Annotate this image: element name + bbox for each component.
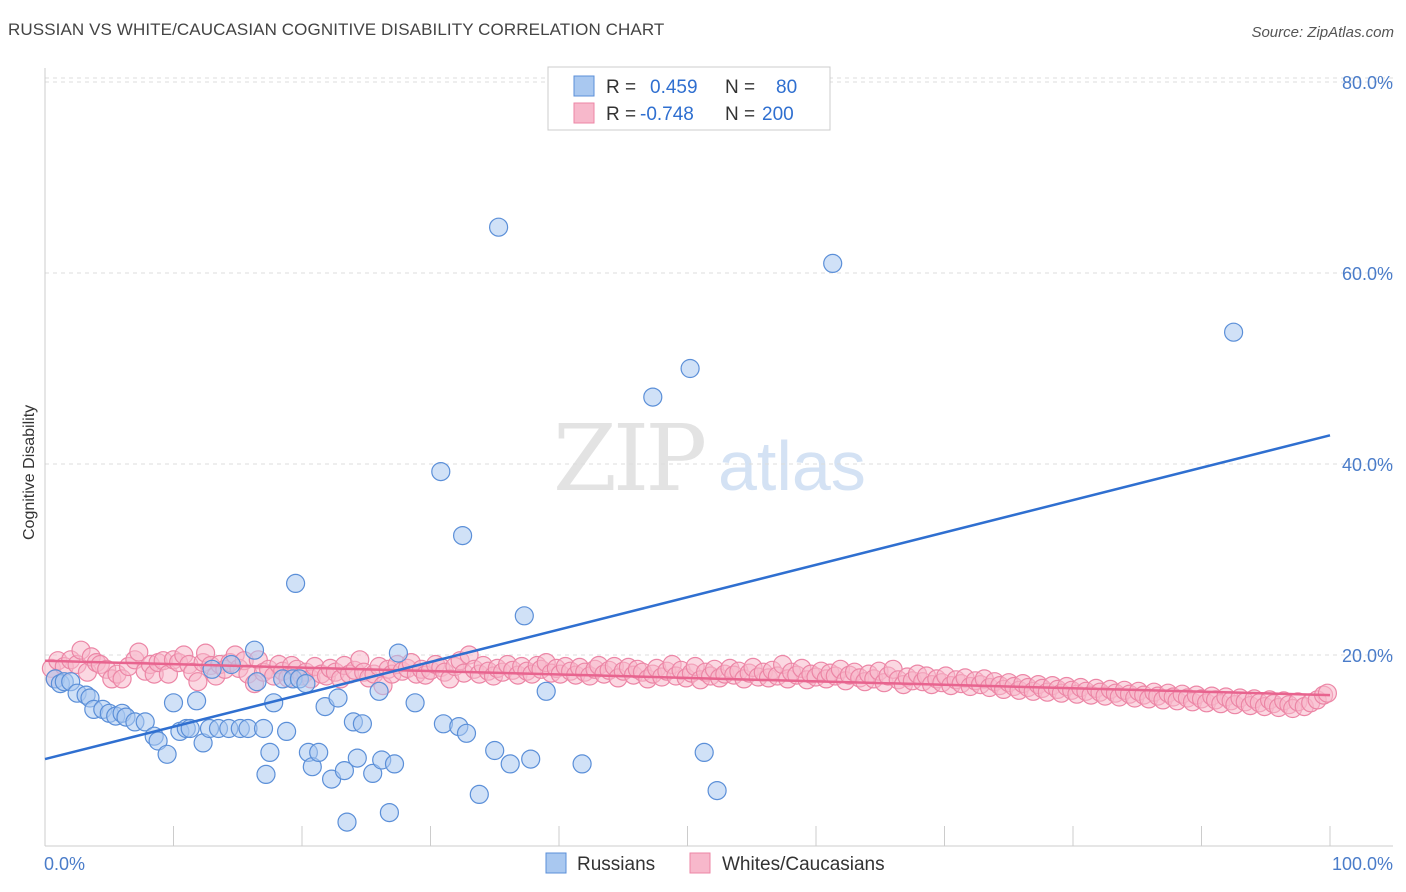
russians-point-61 — [431, 462, 451, 482]
russians-point-49 — [334, 760, 354, 781]
whites-point-17 — [129, 642, 149, 662]
y-tick-label-2: 60.0% — [1342, 264, 1393, 284]
bottom-legend-label-russians: Russians — [577, 854, 655, 875]
russians-point-68 — [489, 217, 509, 237]
russians-point-75 — [680, 358, 700, 379]
russians-point-54 — [363, 763, 383, 784]
russians-point-70 — [514, 606, 534, 626]
russians-point-50 — [337, 812, 357, 832]
russians-point-17 — [157, 744, 177, 764]
russians-point-78 — [823, 253, 843, 273]
legend-n-value-1: 200 — [762, 104, 794, 125]
russians-point-48 — [328, 688, 348, 708]
legend-r-value-0: 0.459 — [650, 77, 698, 98]
russians-points — [45, 217, 1244, 832]
russians-point-16 — [148, 731, 168, 751]
russians-point-45 — [309, 742, 329, 763]
legend-r-label-1: R = — [606, 104, 636, 125]
russians-point-64 — [453, 525, 473, 546]
russians-point-25 — [202, 659, 222, 679]
russians-point-72 — [536, 681, 556, 701]
russians-point-59 — [388, 643, 408, 663]
russians-point-33 — [253, 718, 274, 739]
y-tick-label-3: 80.0% — [1342, 73, 1393, 93]
legend-bottom: Russians Whites/Caucasians — [545, 852, 885, 875]
whites-point-29 — [188, 672, 208, 692]
russians-point-71 — [521, 749, 541, 769]
russians-point-79 — [1223, 322, 1244, 342]
legend-r-value-1: -0.748 — [640, 104, 694, 125]
gridlines — [45, 77, 1393, 656]
russians-point-42 — [296, 673, 316, 694]
watermark: ZIP atlas — [553, 405, 866, 512]
russians-point-73 — [572, 754, 592, 774]
russians-point-66 — [469, 784, 489, 805]
trend-lines — [44, 434, 1331, 761]
russians-point-53 — [352, 714, 372, 734]
bottom-legend-label-whites: Whites/Caucasians — [722, 854, 885, 875]
russians-point-74 — [643, 387, 663, 407]
chart-title: RUSSIAN VS WHITE/CAUCASIAN COGNITIVE DIS… — [8, 20, 665, 39]
russians-point-35 — [260, 742, 280, 763]
russians-point-18 — [163, 693, 184, 713]
russians-point-22 — [187, 691, 207, 711]
russians-point-65 — [456, 723, 477, 743]
legend-n-label-1: N = — [725, 104, 755, 125]
russians-trend-line — [44, 434, 1331, 761]
legend-n-label-0: N = — [725, 77, 755, 98]
watermark-zip: ZIP — [553, 405, 704, 512]
legend-swatch-russians — [573, 75, 595, 97]
y-tick-label-1: 40.0% — [1342, 455, 1393, 475]
russians-point-32 — [247, 672, 267, 692]
tick-labels: 20.0% 40.0% 60.0% 80.0% 0.0% 100.0% — [44, 73, 1393, 874]
legend-swatch-whites — [573, 102, 595, 124]
y-axis-label: Cognitive Disability — [21, 405, 38, 540]
bottom-legend-swatch-whites — [689, 852, 711, 874]
x-tick-label-1: 100.0% — [1332, 854, 1393, 874]
legend-top: R = 0.459 N = 80 R = -0.748 N = 200 — [547, 66, 831, 131]
russians-point-67 — [485, 740, 505, 761]
russians-point-76 — [694, 742, 714, 763]
russians-point-77 — [707, 780, 727, 801]
russians-point-52 — [347, 748, 367, 768]
russians-point-58 — [384, 754, 405, 774]
source-label: Source: ZipAtlas.com — [1251, 24, 1394, 41]
russians-point-38 — [277, 721, 297, 742]
russians-point-34 — [256, 764, 276, 785]
whites-trend-line — [44, 659, 1331, 697]
whites-point-263 — [1317, 683, 1338, 703]
whites-caucasians-points — [41, 640, 1338, 719]
bottom-legend-swatch-russians — [545, 852, 567, 874]
y-tick-label-0: 20.0% — [1342, 646, 1393, 666]
russians-point-69 — [500, 754, 520, 774]
legend-n-value-0: 80 — [776, 77, 797, 98]
russians-point-14 — [135, 712, 155, 732]
russians-point-60 — [405, 693, 425, 713]
russians-point-40 — [286, 573, 306, 594]
axes — [44, 68, 1393, 847]
russians-point-55 — [369, 681, 389, 701]
legend-top-box — [547, 66, 831, 131]
russians-point-31 — [244, 640, 265, 660]
russians-point-57 — [379, 802, 399, 823]
legend-r-label-0: R = — [606, 77, 636, 98]
watermark-atlas: atlas — [718, 427, 866, 505]
x-tick-label-0: 0.0% — [44, 854, 85, 874]
